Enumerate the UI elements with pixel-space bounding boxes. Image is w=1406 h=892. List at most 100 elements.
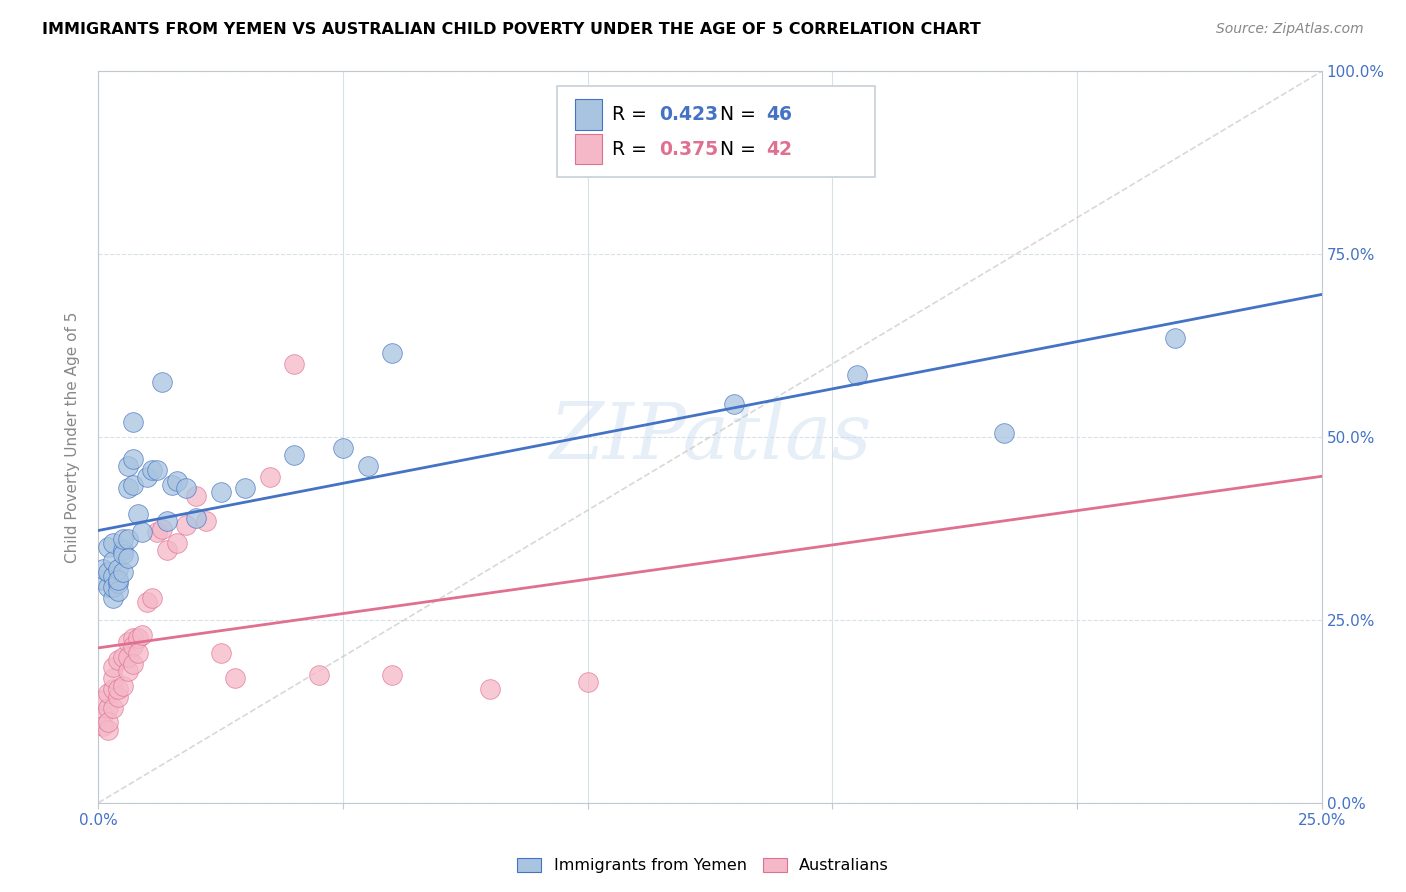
Point <box>723 397 745 411</box>
Point <box>97 686 120 700</box>
Point <box>91 573 114 587</box>
Point <box>91 708 114 723</box>
Point <box>111 547 134 561</box>
Point <box>121 639 143 653</box>
Point <box>97 715 120 730</box>
Y-axis label: Child Poverty Under the Age of 5: Child Poverty Under the Age of 5 <box>65 311 80 563</box>
Point <box>308 667 330 681</box>
Point <box>107 690 129 704</box>
Point <box>283 449 305 463</box>
Point <box>107 583 129 598</box>
Point <box>117 533 139 547</box>
Point <box>117 635 139 649</box>
Point <box>224 672 246 686</box>
Text: N =: N = <box>720 105 762 124</box>
Point <box>166 474 188 488</box>
Point <box>101 682 124 697</box>
Point <box>97 566 120 580</box>
Point <box>117 550 139 565</box>
Point <box>97 700 120 714</box>
Point <box>136 470 159 484</box>
Point <box>176 517 198 532</box>
Point <box>131 627 153 641</box>
Point <box>993 426 1015 441</box>
Point <box>111 649 134 664</box>
FancyBboxPatch shape <box>575 99 602 130</box>
Text: 46: 46 <box>766 105 793 124</box>
Point <box>97 580 120 594</box>
Point <box>209 646 232 660</box>
Point <box>283 357 305 371</box>
Point <box>156 543 179 558</box>
Point <box>156 514 179 528</box>
Point <box>141 591 163 605</box>
Text: Source: ZipAtlas.com: Source: ZipAtlas.com <box>1216 22 1364 37</box>
Text: 0.375: 0.375 <box>658 140 718 159</box>
Point <box>381 667 404 681</box>
Point <box>259 470 281 484</box>
Point <box>209 485 232 500</box>
Point <box>107 653 129 667</box>
Point <box>127 632 149 646</box>
Text: 42: 42 <box>766 140 793 159</box>
Point <box>576 675 599 690</box>
Point <box>121 477 143 491</box>
Point <box>117 481 139 495</box>
Point <box>381 346 404 360</box>
Point <box>146 525 169 540</box>
Point <box>121 416 143 430</box>
Point <box>97 723 120 737</box>
Point <box>111 679 134 693</box>
Point <box>127 646 149 660</box>
Point <box>166 536 188 550</box>
Point <box>107 576 129 591</box>
Point <box>356 459 378 474</box>
Point <box>91 562 114 576</box>
Text: ZIPatlas: ZIPatlas <box>548 399 872 475</box>
Text: R =: R = <box>612 105 652 124</box>
Point <box>141 463 163 477</box>
Point <box>97 540 120 554</box>
Point <box>101 554 124 568</box>
Point <box>107 562 129 576</box>
Point <box>186 510 208 524</box>
Point <box>121 632 143 646</box>
Point <box>101 580 124 594</box>
Point <box>101 536 124 550</box>
Text: 0.423: 0.423 <box>658 105 718 124</box>
Point <box>101 569 124 583</box>
Point <box>186 489 208 503</box>
Point <box>91 693 114 707</box>
Point <box>101 672 124 686</box>
Point <box>121 657 143 671</box>
Point <box>111 533 134 547</box>
Point <box>117 649 139 664</box>
Point <box>150 376 173 390</box>
Text: R =: R = <box>612 140 652 159</box>
Point <box>117 664 139 678</box>
Point <box>101 660 124 674</box>
Point <box>91 719 114 733</box>
Point <box>111 566 134 580</box>
Point <box>131 525 153 540</box>
Point <box>136 594 159 608</box>
Point <box>160 477 183 491</box>
Point <box>107 682 129 697</box>
FancyBboxPatch shape <box>557 86 875 178</box>
Point <box>233 481 256 495</box>
Point <box>121 452 143 467</box>
Point <box>332 441 354 455</box>
Point <box>176 481 198 495</box>
Point <box>111 543 134 558</box>
Point <box>117 459 139 474</box>
Point <box>150 521 173 535</box>
Point <box>107 573 129 587</box>
Point <box>845 368 868 382</box>
Point <box>146 463 169 477</box>
Text: IMMIGRANTS FROM YEMEN VS AUSTRALIAN CHILD POVERTY UNDER THE AGE OF 5 CORRELATION: IMMIGRANTS FROM YEMEN VS AUSTRALIAN CHIL… <box>42 22 981 37</box>
Point <box>478 682 501 697</box>
Point <box>101 591 124 605</box>
FancyBboxPatch shape <box>575 134 602 164</box>
Point <box>127 507 149 521</box>
Point <box>101 700 124 714</box>
